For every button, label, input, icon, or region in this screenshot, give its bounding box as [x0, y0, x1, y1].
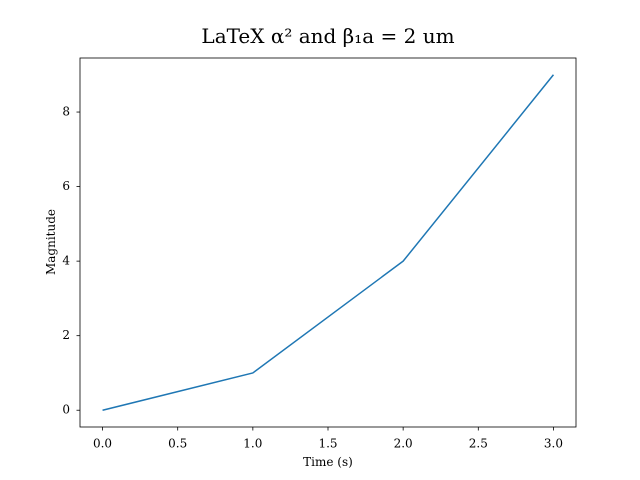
x-axis-label: Time (s): [303, 455, 353, 469]
x-tick-label: 0.5: [168, 437, 187, 451]
y-tick-label: 8: [62, 105, 70, 119]
line: [102, 74, 555, 411]
y-axis-label: Magnitude: [44, 209, 58, 275]
y-tick-label: 4: [62, 254, 70, 268]
x-tick-label: 3.0: [544, 437, 563, 451]
x-tick-label: 1.5: [318, 437, 337, 451]
y-tick-label: 2: [62, 328, 70, 342]
plot-frame: [79, 57, 577, 428]
y-tick-label: 0: [62, 403, 70, 417]
x-tick-label: 0.0: [93, 437, 112, 451]
x-tick-label: 2.0: [394, 437, 413, 451]
y-tick-label: 6: [62, 179, 70, 193]
chart-title: LaTeX α² and β₁a = 2 um: [201, 24, 454, 48]
x-tick-label: 1.0: [243, 437, 262, 451]
x-tick-label: 2.5: [469, 437, 488, 451]
